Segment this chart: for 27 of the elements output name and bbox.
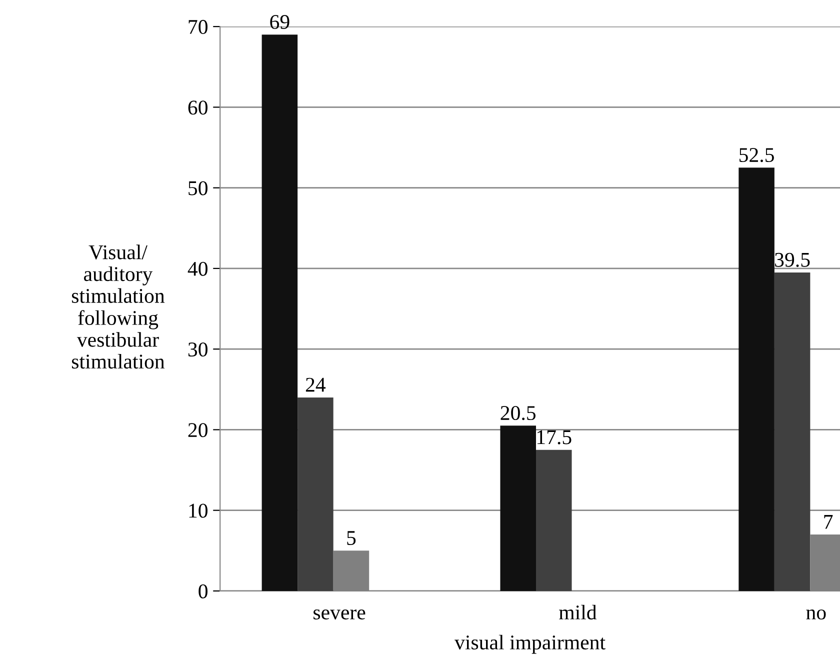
bar — [262, 34, 298, 591]
y-axis-title: Visual/ auditory stimulation following vestibular stimulation — [72, 244, 165, 369]
y-tick-label: 70 — [188, 20, 208, 34]
data-label: 52.5 — [740, 148, 774, 162]
bar — [298, 397, 334, 591]
data-label: 17.5 — [537, 430, 572, 444]
data-label: 69 — [270, 15, 290, 29]
data-label: 7 — [824, 515, 833, 529]
bar — [536, 450, 572, 591]
x-tick-label: mild — [559, 604, 597, 620]
data-label: 5 — [347, 531, 356, 546]
y-tick-label: 30 — [188, 342, 208, 357]
data-label: 24 — [306, 378, 326, 392]
y-tick-label: 40 — [188, 262, 208, 276]
y-tick-label: 20 — [188, 423, 208, 438]
y-tick-label: 60 — [188, 100, 208, 115]
y-tick-label: 0 — [198, 584, 208, 598]
data-label: 39.5 — [775, 252, 810, 267]
y-tick-label: 10 — [189, 504, 208, 518]
x-axis-title: visual impairment — [454, 634, 606, 654]
data-label: 20.5 — [500, 406, 536, 420]
bar — [738, 168, 774, 591]
bar — [500, 426, 536, 591]
x-tick-label: no — [806, 609, 826, 620]
x-tick-label: severe — [314, 609, 366, 620]
bar — [774, 272, 810, 591]
y-tick-label: 50 — [188, 181, 208, 196]
